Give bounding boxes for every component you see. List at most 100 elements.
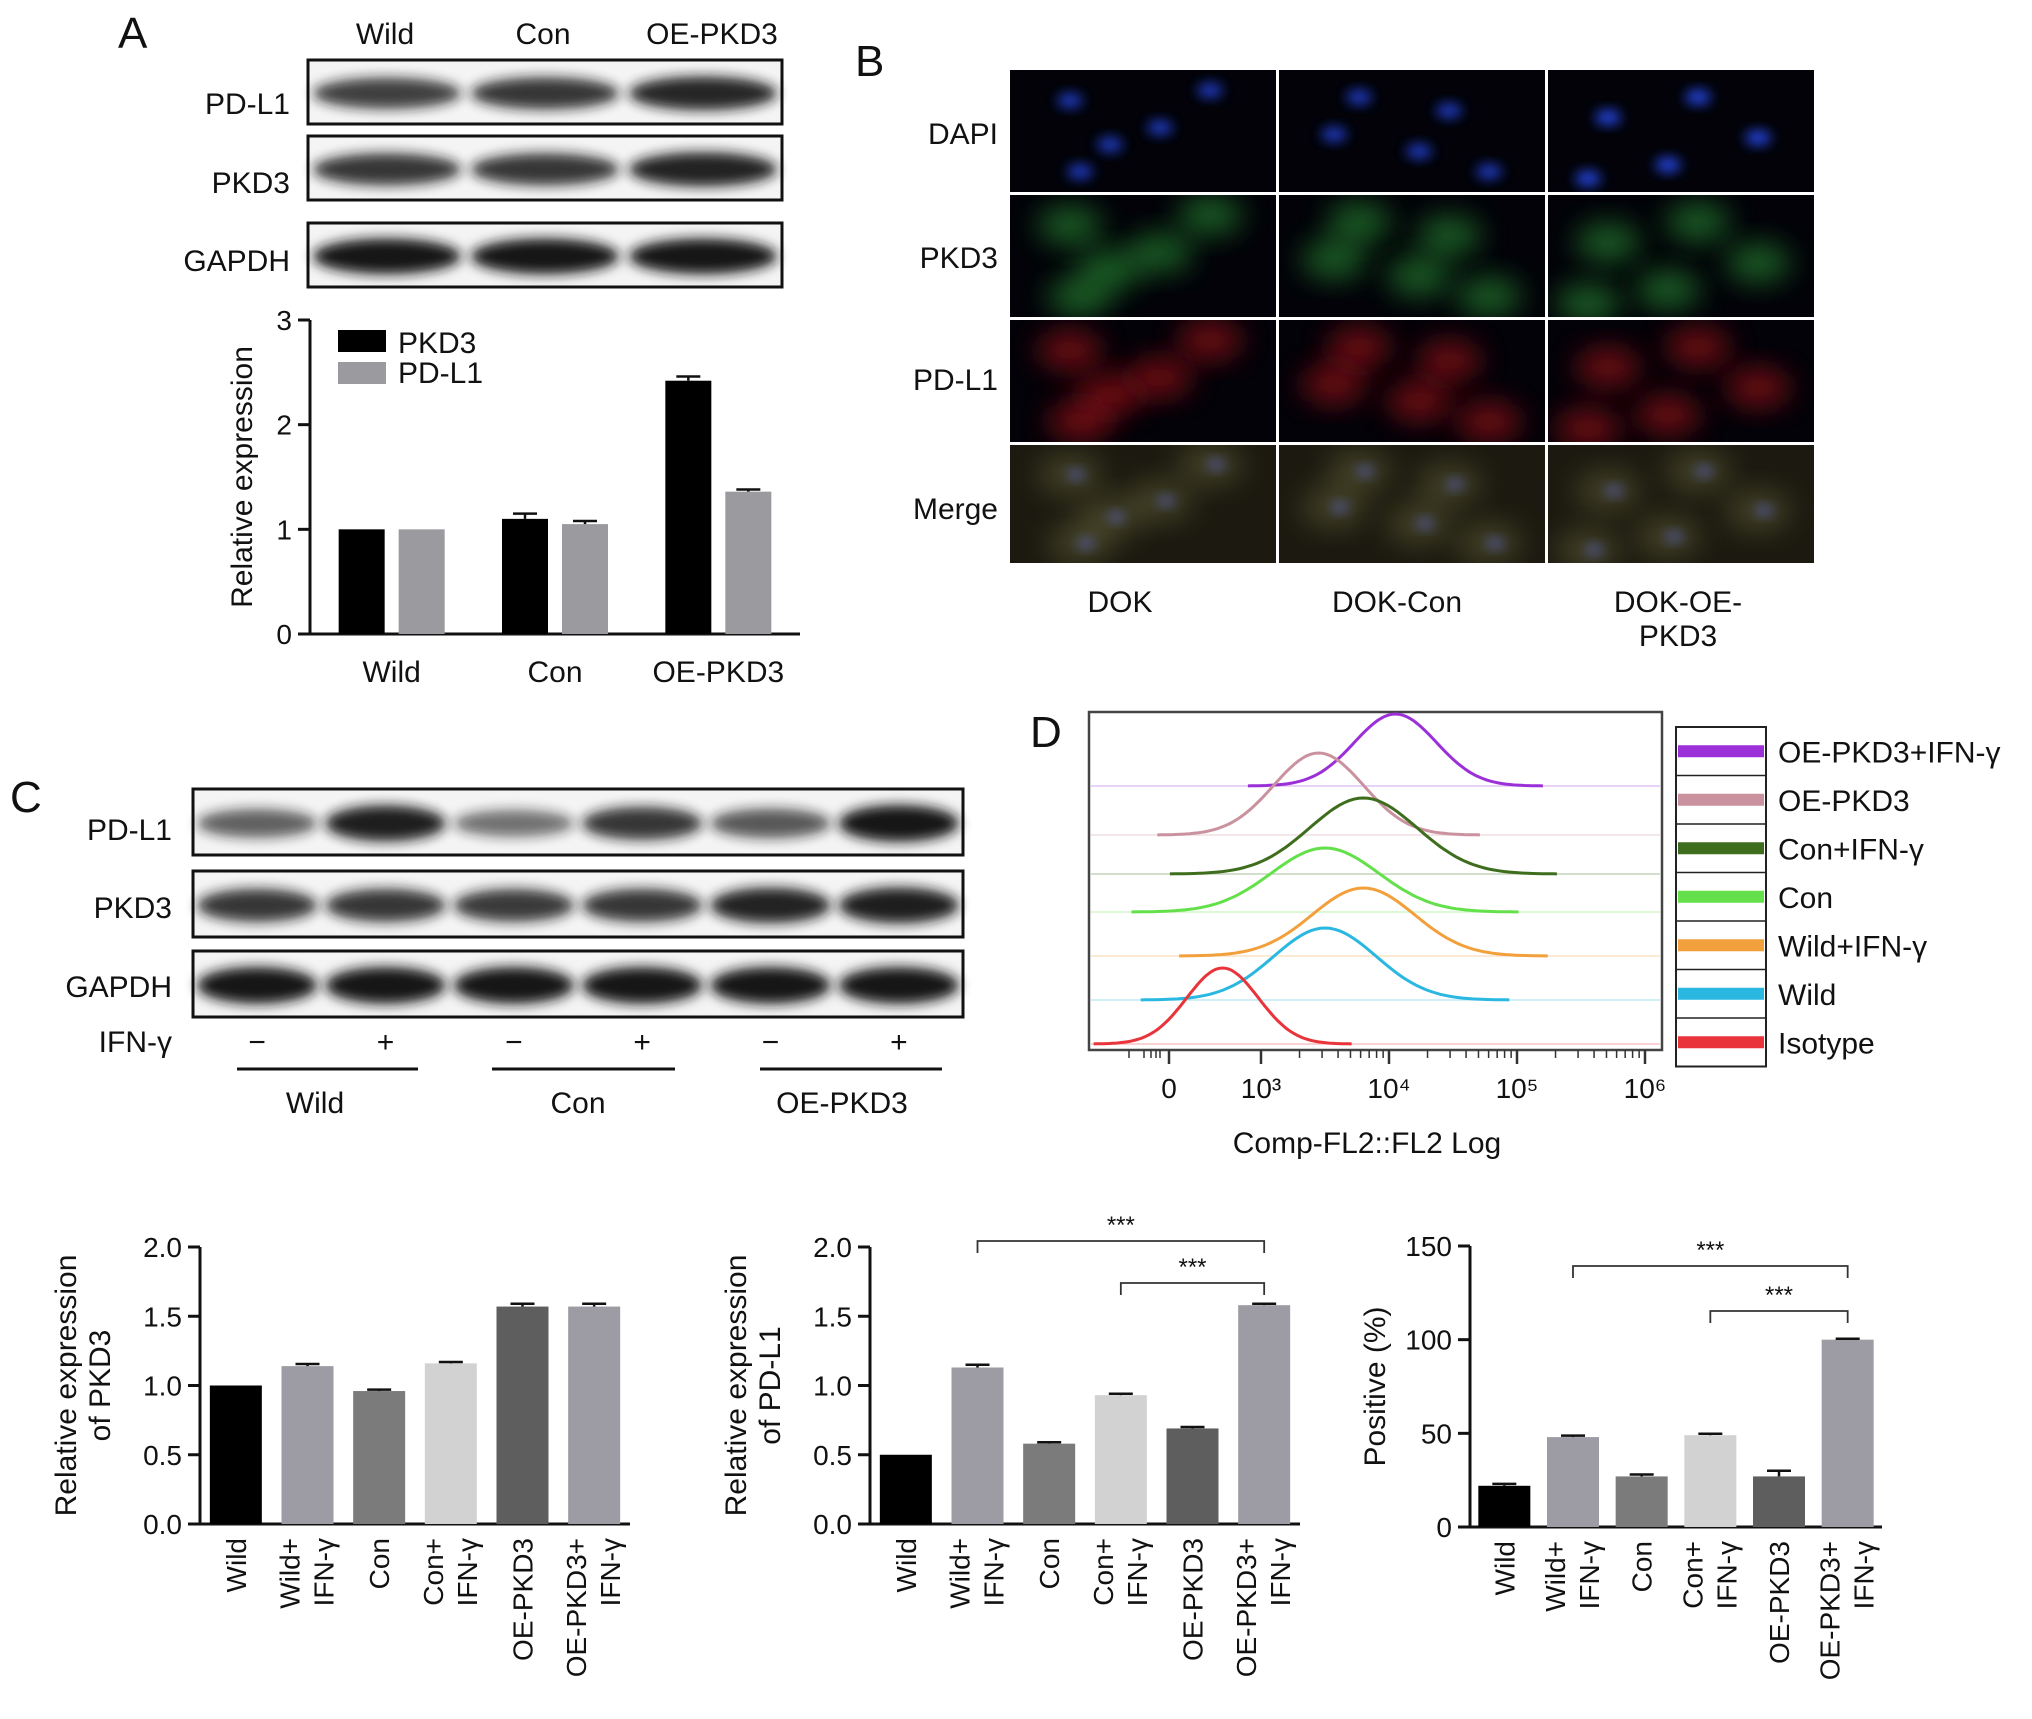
histogram-curve-oe-pkd3-ifn — [1247, 712, 1543, 788]
if-image-pd-l1-dok-oe-pkd3 — [1548, 320, 1814, 442]
cell — [1048, 276, 1112, 317]
x-tick-label-con: Con — [1627, 1541, 1658, 1592]
histogram-legend-label-oe-pkd3-ifn: OE-PKD3+IFN-γ — [1778, 736, 2001, 769]
y-tick-label: 0.0 — [143, 1509, 182, 1540]
y-tick-label: 2.0 — [813, 1232, 852, 1263]
cell — [1417, 215, 1481, 256]
nucleus — [1067, 468, 1085, 481]
histogram-legend-label-wild-ifn: Wild+IFN-γ — [1778, 930, 1927, 963]
if-col-label-dok: DOK — [1087, 586, 1152, 619]
blot-c-row-pkd3: PKD3 — [94, 892, 172, 925]
blot-c-pkd3-band — [838, 887, 960, 924]
blot-c-pkd3-band — [196, 888, 318, 922]
x-tick-label-wild: Wild — [362, 656, 420, 689]
cell — [1556, 283, 1620, 317]
histogram-legend-swatch-wild — [1678, 987, 1764, 1000]
histogram-curve-wild-ifn — [1179, 886, 1548, 958]
if-row-label-merge: Merge — [913, 493, 998, 526]
bar-wild-pd-l1 — [398, 529, 445, 634]
panel-letter-d: D — [1030, 708, 1062, 757]
histogram-frame — [1087, 710, 1664, 1052]
x-tick-label-wild-ifn: Wild+ IFN-γ — [275, 1538, 340, 1609]
blot-c-pd-l1-band — [453, 809, 575, 837]
y-tick-label: 1 — [276, 514, 292, 545]
cell — [1128, 357, 1192, 398]
x-tick-label-wild-ifn: Wild+ IFN-γ — [945, 1538, 1010, 1609]
histogram-legend-swatch-wild-ifn — [1678, 939, 1764, 952]
y-tick-label: 0 — [276, 619, 292, 650]
nucleus — [1107, 511, 1125, 524]
y-tick-label: 1.5 — [813, 1301, 852, 1332]
cell — [1417, 340, 1481, 381]
histogram-curve-wild — [1140, 926, 1510, 1002]
x-tick-label-oe-pkd3-ifn: OE-PKD3+ IFN-γ — [561, 1538, 626, 1677]
nucleus — [1446, 478, 1464, 491]
blot-c-gapdh-band — [710, 966, 831, 1004]
bar-oe-pkd3-ifn — [1821, 1339, 1874, 1527]
blot-c-group-wild: Wild — [286, 1087, 344, 1120]
bar-con — [1023, 1443, 1076, 1524]
blot-a-row-pdl1: PD-L1 — [205, 88, 290, 121]
panel-b-immunofluorescence: DAPI PKD3 PD-L1 Merge DOK DOK-Con DOK-OE… — [913, 70, 1814, 653]
blot-a-row-gapdh: GAPDH — [183, 245, 290, 278]
treatment-sign: − — [762, 1026, 780, 1059]
bar-wild-ifn — [1547, 1437, 1599, 1527]
nucleus — [1416, 517, 1434, 530]
significance-bracket — [1709, 1310, 1849, 1323]
cell — [1387, 381, 1451, 422]
treatment-sign: + — [633, 1026, 651, 1059]
nucleus — [1321, 126, 1347, 143]
bar-wild-ifn — [951, 1367, 1004, 1524]
blot-c-pd-l1-band — [196, 808, 318, 838]
significance-bracket — [976, 1240, 1266, 1253]
if-image-pkd3-dok-oe-pkd3 — [1548, 195, 1814, 317]
blot-a-gapdh-band — [628, 238, 778, 275]
blot-c-pd-l1-band — [581, 806, 703, 840]
if-image-background — [1279, 70, 1545, 192]
x-tick-label-oe-pkd3-ifn: OE-PKD3+ IFN-γ — [1231, 1538, 1296, 1677]
bar-oe-pkd3 — [496, 1306, 549, 1524]
if-image-dapi-dok-oe-pkd3 — [1548, 70, 1814, 192]
if-row-label-dapi: DAPI — [928, 118, 998, 151]
bar-oe-pkd3-pkd3 — [665, 380, 712, 634]
histogram-x-tick-label: 10³ — [1241, 1073, 1281, 1104]
histogram-x-axis-label: Comp-FL2::FL2 Log — [1233, 1127, 1501, 1160]
cell — [1457, 276, 1521, 317]
histogram-x-tick-label: 10⁵ — [1496, 1073, 1539, 1104]
if-col-label-dok-con: DOK-Con — [1332, 586, 1462, 619]
histogram-x-tick-label: 0 — [1161, 1073, 1177, 1104]
significance-label: *** — [1696, 1237, 1724, 1264]
histogram-legend-label-wild: Wild — [1778, 979, 1836, 1012]
bar-con-ifn — [1094, 1395, 1147, 1524]
x-tick-label-oe-pkd3: OE-PKD3 — [508, 1538, 539, 1661]
blot-a-lane-oe-pkd3: OE-PKD3 — [646, 18, 778, 51]
bar-con-ifn — [424, 1363, 477, 1524]
nucleus — [1207, 458, 1225, 471]
blot-c-gapdh-band — [838, 966, 960, 1004]
nucleus — [1605, 484, 1623, 497]
nucleus — [1346, 89, 1372, 106]
cell — [1327, 327, 1391, 368]
cell — [1302, 364, 1366, 405]
cell — [1636, 394, 1700, 435]
nucleus — [1057, 92, 1083, 109]
if-image-pd-l1-dok — [1010, 320, 1276, 442]
nucleus — [1585, 543, 1603, 556]
x-tick-label-wild: Wild — [221, 1538, 252, 1592]
legend-swatch-pdl1 — [338, 362, 386, 384]
histogram-x-tick-label: 10⁶ — [1624, 1073, 1667, 1104]
blot-c-pd-l1-frame — [191, 787, 965, 857]
cell — [1178, 195, 1242, 236]
blot-c-row-pdl1: PD-L1 — [87, 814, 172, 847]
nucleus — [1575, 170, 1601, 187]
bar-oe-pkd3-ifn — [568, 1306, 621, 1524]
histogram-legend-swatch-oe-pkd3-ifn — [1678, 745, 1764, 758]
cell — [1178, 320, 1242, 361]
x-tick-label-con: Con — [527, 656, 582, 689]
blot-c-group-con: Con — [550, 1087, 605, 1120]
y-tick-label: 0 — [1436, 1512, 1452, 1543]
panel-c-western-blot: PD-L1 PKD3 GAPDH IFN-γ Wild Con OE-PKD3 … — [65, 787, 965, 1120]
treatment-sign: − — [505, 1026, 523, 1059]
treatment-sign: + — [890, 1026, 908, 1059]
y-tick-label: 0.0 — [813, 1509, 852, 1540]
